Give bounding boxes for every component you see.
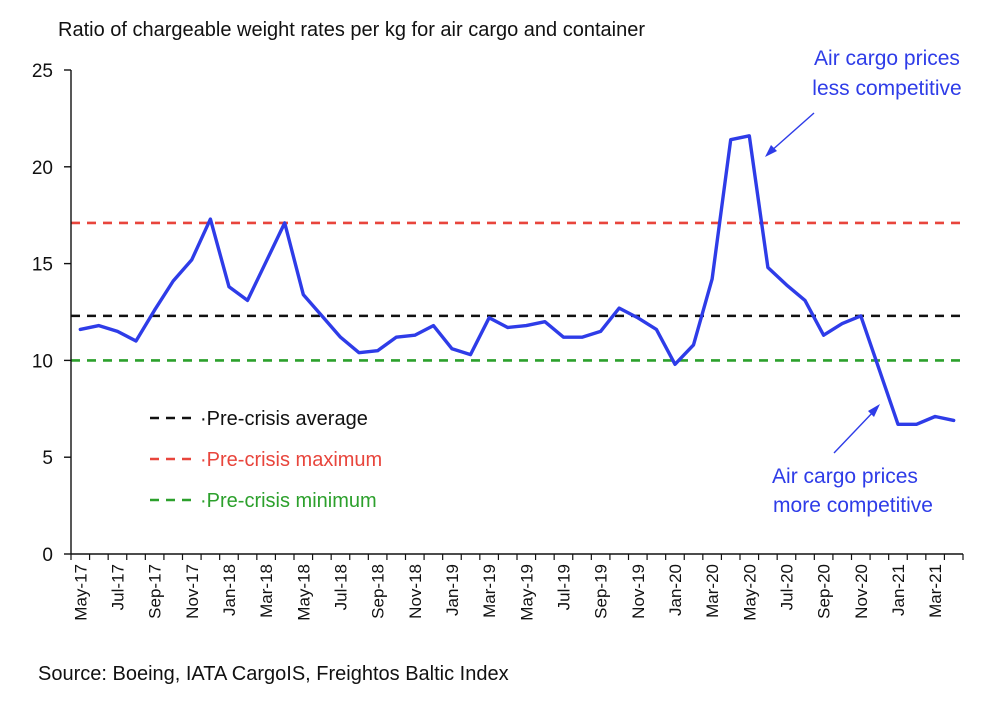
legend: ·Pre-crisis average ·Pre-crisis maximum ·P… [150,408,382,512]
annotation-less-competitive: Air cargo prices less competitive [765,47,962,157]
x-tick-label: Sep-17 [146,564,165,619]
y-tick-label: 20 [32,158,53,179]
reference-lines [71,221,963,362]
x-tick-label: Nov-17 [183,564,202,619]
annotation-arrow [833,409,876,454]
x-tick-label: Sep-20 [815,564,834,619]
annotation-line: Air cargo prices [772,465,918,488]
x-tick-label: May-17 [71,564,90,621]
legend-label: ·Pre-crisis maximum [200,449,382,471]
series-layer [78,134,956,426]
x-tick-label: Jul-18 [331,564,350,610]
y-tick-label: 0 [42,545,53,566]
x-tick-label: Sep-19 [592,564,611,619]
annotation-line: less competitive [812,77,961,100]
x-tick-label: Mar-21 [926,564,945,618]
y-ticks: 0 5 10 15 20 25 [32,61,71,566]
y-tick-label: 15 [32,255,53,276]
legend-label: ·Pre-crisis average [200,408,368,430]
annotation-more-competitive: Air cargo prices more competitive [772,404,933,517]
x-tick-label: Jan-21 [889,564,908,616]
annotation-arrowhead [868,404,880,417]
annotation-line: Air cargo prices [814,47,960,70]
x-tick-label: Mar-18 [257,564,276,618]
x-tick-label: Sep-18 [369,564,388,619]
x-ticks: May-17 Jul-17 Sep-17 Nov-17 Jan-18 Mar-18 May-… [70,554,964,621]
y-tick-label: 10 [32,351,53,372]
x-tick-label: Jul-19 [554,564,573,610]
x-tick-label: May-19 [517,564,536,621]
x-tick-label: Jul-20 [777,564,796,610]
series-line [78,134,956,426]
x-tick-label: Jan-18 [220,564,239,616]
x-tick-label: Mar-19 [480,564,499,618]
x-tick-label: Nov-19 [629,564,648,619]
x-tick-label: Jul-17 [108,564,127,610]
x-tick-label: Jan-20 [666,564,685,616]
x-tick-label: Nov-18 [406,564,425,619]
x-tick-label: Jan-19 [443,564,462,616]
y-tick-label: 25 [32,61,53,82]
annotation-arrowhead [765,145,777,157]
annotation-arrow [769,112,815,153]
x-tick-label: Nov-20 [852,564,871,619]
annotation-line: more competitive [773,494,933,517]
x-tick-label: May-20 [740,564,759,621]
legend-label: ·Pre-crisis minimum [200,490,377,512]
chart-source: Source: Boeing, IATA CargoIS, Freightos … [38,663,509,685]
x-tick-label: May-18 [294,564,313,621]
y-tick-label: 5 [42,448,53,469]
x-tick-label: Mar-20 [703,564,722,618]
chart-title: Ratio of chargeable weight rates per kg … [58,19,645,41]
